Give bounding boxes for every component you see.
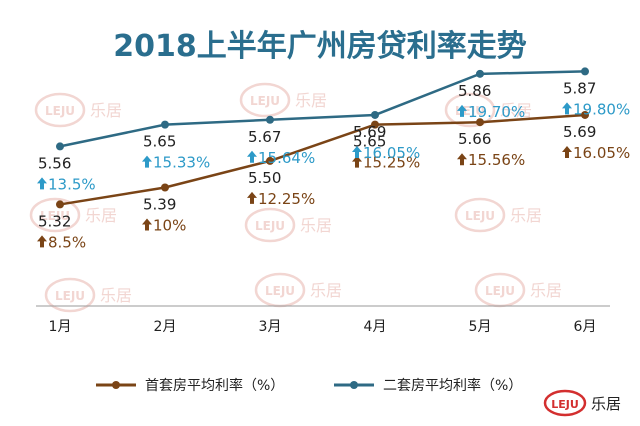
svg-text:LEJU: LEJU — [45, 104, 75, 118]
data-point-second-home — [161, 120, 169, 129]
change-label-first-home: 15.56% — [468, 151, 525, 169]
up-arrow-icon — [457, 104, 467, 117]
legend-item-second-home: 二套房平均利率（%） — [334, 377, 522, 394]
svg-text:乐居: 乐居 — [90, 101, 122, 120]
legend-label-first-home: 首套房平均利率（%） — [145, 377, 284, 394]
plot-area: 1月 2月 3月 4月 5月 6月 5.32 8.5% 5.39 10% 5.50 12.25% 5.6… — [37, 67, 630, 335]
leju-logo: LEJU 乐居 — [543, 389, 621, 417]
value-label-second-home: 5.65 — [143, 133, 176, 151]
series-first-home: 5.32 8.5% 5.39 10% 5.50 12.25% 5.65 15.25% 5.66 1… — [37, 110, 630, 251]
data-point-first-home — [476, 118, 484, 127]
value-label-first-home: 5.65 — [353, 133, 386, 151]
change-label-first-home: 16.05% — [573, 144, 630, 162]
data-point-second-home — [581, 67, 589, 76]
data-point-first-home — [581, 110, 589, 119]
svg-text:LEJU: LEJU — [250, 94, 280, 108]
watermark-logo-icon: LEJU 乐居 — [454, 197, 542, 233]
up-arrow-icon — [562, 102, 572, 115]
data-point-second-home — [371, 110, 379, 119]
data-point-second-home — [56, 142, 64, 151]
up-arrow-icon — [247, 191, 257, 204]
up-arrow-icon — [457, 153, 467, 166]
up-arrow-icon — [352, 155, 362, 168]
data-point-second-home — [476, 69, 484, 78]
up-arrow-icon — [37, 235, 47, 248]
legend-label-second-home: 二套房平均利率（%） — [383, 377, 522, 394]
svg-text:LEJU: LEJU — [40, 209, 70, 223]
up-arrow-icon — [352, 145, 362, 158]
up-arrow-icon — [142, 218, 152, 231]
value-label-second-home: 5.87 — [563, 79, 596, 97]
change-label-first-home: 10% — [153, 217, 186, 235]
svg-text:LEJU: LEJU — [465, 209, 495, 223]
value-label-first-home: 5.32 — [38, 212, 71, 230]
chart-title: 2018上半年广州房贷利率走势 — [113, 29, 527, 64]
change-label-first-home: 8.5% — [48, 233, 86, 251]
change-label-second-home: 15.33% — [153, 154, 210, 172]
series-second-home: 5.5613.5%5.6515.33%5.6715.64%5.6916.05%5… — [37, 67, 630, 193]
change-label-second-home: 19.70% — [468, 103, 525, 121]
svg-text:LEJU: LEJU — [485, 284, 515, 298]
value-label-second-home: 5.69 — [353, 123, 386, 141]
x-tick-label: 3月 — [259, 319, 282, 335]
legend-marker-second-home — [350, 381, 358, 389]
change-label-second-home: 16.05% — [363, 144, 420, 162]
legend-marker-first-home — [112, 381, 120, 389]
value-label-second-home: 5.67 — [248, 128, 281, 146]
svg-text:乐居: 乐居 — [100, 286, 132, 305]
up-arrow-icon — [562, 145, 572, 158]
series-line-second-home — [59, 70, 586, 148]
legend: 首套房平均利率（%） 二套房平均利率（%） — [96, 377, 522, 394]
watermark-logo-icon: LEJU 乐居 — [244, 207, 332, 243]
svg-text:LEJU: LEJU — [265, 284, 295, 298]
watermark-logo-icon: LEJU 乐居 — [29, 197, 117, 233]
x-tick-label: 4月 — [364, 319, 387, 335]
change-label-first-home: 12.25% — [258, 190, 315, 208]
watermark-logo-icon: LEJU 乐居 — [34, 92, 122, 128]
data-point-first-home — [266, 156, 274, 165]
watermark-logo-icon: LEJU 乐居 — [474, 272, 562, 308]
x-tick-label: 1月 — [49, 319, 72, 335]
x-tick-label: 2月 — [154, 319, 177, 335]
data-point-first-home — [56, 200, 64, 209]
x-tick-label: 6月 — [574, 319, 597, 335]
change-label-second-home: 19.80% — [573, 100, 630, 118]
svg-text:乐居: 乐居 — [300, 216, 332, 235]
data-point-first-home — [161, 183, 169, 192]
svg-text:乐居: 乐居 — [530, 281, 562, 300]
up-arrow-icon — [247, 150, 257, 163]
svg-text:乐居: 乐居 — [510, 206, 542, 225]
x-tick-label: 5月 — [469, 319, 492, 335]
svg-text:乐居: 乐居 — [85, 206, 117, 225]
leju-logo-text: 乐居 — [591, 395, 621, 413]
watermark-logo-icon: LEJU 乐居 — [239, 82, 327, 118]
value-label-first-home: 5.50 — [248, 169, 281, 187]
svg-text:LEJU: LEJU — [55, 289, 85, 303]
svg-text:乐居: 乐居 — [295, 91, 327, 110]
change-label-first-home: 15.25% — [363, 154, 420, 172]
svg-text:LEJU: LEJU — [255, 219, 285, 233]
value-label-second-home: 5.56 — [38, 154, 71, 172]
up-arrow-icon — [37, 177, 47, 190]
change-label-second-home: 15.64% — [258, 149, 315, 167]
change-label-second-home: 13.5% — [48, 175, 96, 193]
value-label-first-home: 5.69 — [563, 123, 596, 141]
svg-text:乐居: 乐居 — [310, 281, 342, 300]
watermark-logo-icon: LEJU 乐居 — [254, 272, 342, 308]
data-point-first-home — [371, 120, 379, 129]
data-point-second-home — [266, 115, 274, 124]
value-label-second-home: 5.86 — [458, 82, 491, 100]
leju-logo-icon — [543, 389, 587, 417]
up-arrow-icon — [142, 155, 152, 168]
value-label-first-home: 5.66 — [458, 130, 491, 148]
series-line-first-home — [59, 113, 586, 206]
leju-logo-mark: LEJU — [551, 398, 579, 411]
legend-item-first-home: 首套房平均利率（%） — [96, 377, 284, 394]
svg-text:乐居: 乐居 — [500, 101, 532, 120]
value-label-first-home: 5.39 — [143, 196, 176, 214]
watermark-logo-icon: LEJU 乐居 — [44, 277, 132, 313]
